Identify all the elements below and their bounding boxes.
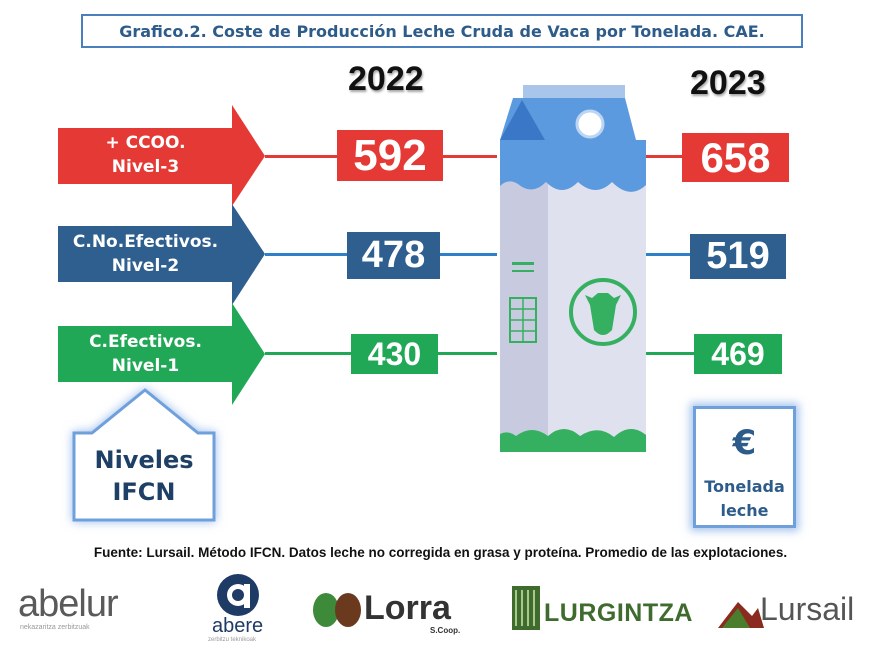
lurgintza-logo: LURGINTZA xyxy=(512,582,702,634)
year-2022-header: 2022 xyxy=(348,60,424,98)
label-line2: Nivel-3 xyxy=(111,157,180,177)
lurgintza-icon xyxy=(512,586,540,630)
niveles-line2: IFCN xyxy=(112,478,176,506)
lorra-logo: Lorra S.Coop. xyxy=(312,588,472,638)
label-line2: Nivel-1 xyxy=(111,356,180,376)
connector-nivel-3-2023 xyxy=(646,155,686,158)
label-line1: + CCOO. xyxy=(105,133,186,153)
abere-logo: abere zerbitzu teknikoak xyxy=(200,572,280,648)
lursail-icon xyxy=(718,602,764,628)
lorra-tagline: S.Coop. xyxy=(430,626,461,635)
arrow-label-nivel-3: + CCOO. Nivel-3 xyxy=(58,131,233,179)
milk-carton-illustration xyxy=(500,85,646,452)
year-2023-header: 2023 xyxy=(690,64,766,102)
lursail-logo: Lursail xyxy=(718,588,868,636)
niveles-up-arrow xyxy=(72,388,216,522)
value-nivel-3-2023: 658 xyxy=(682,133,789,182)
value-nivel-1-2023: 469 xyxy=(694,334,782,374)
abere-tagline: zerbitzu teknikoak xyxy=(208,637,257,643)
abere-icon xyxy=(217,574,259,616)
arrow-nivel-3 xyxy=(58,105,265,206)
abere-wordmark: abere xyxy=(212,615,264,637)
lorra-icon xyxy=(313,593,361,627)
value-nivel-3-2022: 592 xyxy=(337,130,443,181)
value-nivel-1-2022: 430 xyxy=(351,334,438,374)
unit-line1: Tonelada xyxy=(704,477,785,496)
connector-nivel-1-2023 xyxy=(646,352,696,355)
chart-title: Grafico.2. Coste de Producción Leche Cru… xyxy=(81,14,803,48)
label-line1: C.Efectivos. xyxy=(89,332,202,352)
niveles-line1: Niveles xyxy=(94,446,194,474)
lorra-wordmark: Lorra xyxy=(364,589,451,627)
arrow-nivel-1 xyxy=(58,303,265,405)
arrow-nivel-2 xyxy=(58,204,265,305)
niveles-ifcn-label: Niveles IFCN xyxy=(74,444,214,508)
unit-box: € Tonelada leche xyxy=(693,406,796,528)
value-nivel-2-2022: 478 xyxy=(347,232,440,279)
unit-line2: leche xyxy=(720,501,769,520)
label-line1: C.No.Efectivos. xyxy=(72,232,219,252)
lursail-wordmark: Lursail xyxy=(760,591,855,627)
arrow-label-nivel-1: C.Efectivos. Nivel-1 xyxy=(58,330,233,378)
arrow-label-nivel-2: C.No.Efectivos. Nivel-2 xyxy=(58,230,233,278)
label-line2: Nivel-2 xyxy=(111,256,180,276)
abelur-wordmark: abelur xyxy=(18,583,119,625)
value-nivel-2-2023: 519 xyxy=(690,234,786,279)
euro-symbol: € xyxy=(732,423,757,463)
abelur-tagline: nekazaritza zerbitzuak xyxy=(20,624,90,631)
connector-nivel-2-2023 xyxy=(646,253,692,256)
abelur-logo: abelur nekazaritza zerbitzuak xyxy=(18,583,119,631)
lurgintza-wordmark: LURGINTZA xyxy=(544,599,693,627)
source-footnote: Fuente: Lursail. Método IFCN. Datos lech… xyxy=(93,545,788,560)
